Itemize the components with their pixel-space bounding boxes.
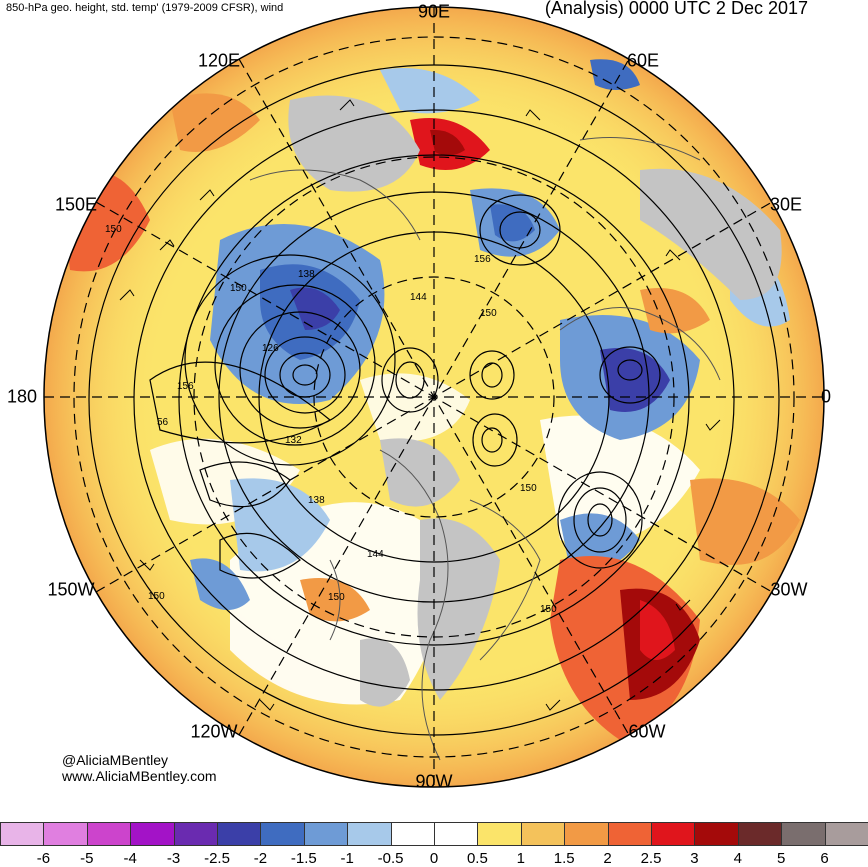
graticule [44,7,824,787]
colorbar-tick-label: 1 [516,850,525,867]
contour-label: 150 [148,591,165,602]
contour-labels: 138 150 156 144 150 126 156 56 132 138 1… [105,224,557,615]
lon-label-90w: 90W [415,771,453,792]
cold-anomaly-core [490,204,535,242]
colorbar-tick-label: -0.5 [377,850,404,867]
colorbar-tick-label: 2.5 [640,850,662,867]
credit-handle: @AliciaMBentley [62,752,169,768]
colorbar-tick-label: -6 [36,850,51,867]
colorbar-swatch [520,822,566,846]
colorbar-swatch [0,822,45,846]
cold-anomaly-core [290,287,340,330]
contour-label: 144 [410,292,427,303]
lon-label-150e: 150E [54,194,98,215]
lon-label-60w: 60W [628,721,666,742]
masked-terrain [640,168,782,300]
warm-anomaly-core [640,600,675,660]
contour-label: 150 [480,308,497,319]
map-title-right: (Analysis) 0000 UTC 2 Dec 2017 [544,0,808,18]
colorbar-swatch [737,822,783,846]
warm-anomaly-core [430,129,465,156]
warm-anomaly [640,288,710,334]
colorbar-tick-label: 2 [603,850,612,867]
colorbar-swatch [43,822,88,846]
neutral-region [540,415,700,544]
map-title-left: 850-hPa geo. height, std. temp' (1979-20… [6,2,284,14]
warm-anomaly [690,478,800,565]
map-border [43,6,825,788]
contour-label: 156 [177,381,194,392]
contour-label: 126 [262,343,279,354]
masked-terrain [417,518,500,700]
contour-label: 150 [328,592,345,603]
colorbar-tick-label: -4 [123,850,137,867]
colorbar-swatch [173,822,218,846]
lon-label-180: 180 [6,386,38,407]
contour-label: 150 [230,283,247,294]
lon-label-150w: 150W [47,579,95,600]
colorbar-tick-label: -5 [80,850,94,867]
colorbar-swatch [217,822,262,846]
lon-label-30e: 30E [769,194,803,215]
colorbar-swatch [607,822,652,846]
colorbar-tick-label: -1 [340,850,354,867]
colorbar-tick-label: 4 [733,850,742,867]
lon-label-120w: 120W [190,721,238,742]
contour-label: 138 [298,269,315,280]
cold-anomaly-core [600,348,670,412]
contour-label: 138 [308,495,325,506]
colorbar-tick-label: 5 [777,850,786,867]
contour-label: 156 [474,254,491,265]
contour-label: 150 [105,224,122,235]
coastlines [249,137,721,761]
colorbar-tick-label: -2.5 [204,850,230,867]
colorbar-tick-label: 1.5 [553,850,575,867]
cold-anomaly [190,558,250,610]
cold-anomaly [590,59,640,90]
map-disk: 138 150 156 144 150 126 156 56 132 138 1… [44,7,824,787]
contour-label: 150 [540,604,557,615]
colorbar-swatch [651,822,696,846]
warm-anomaly [170,93,260,152]
colorbar-tick-label: -1.5 [290,850,317,867]
contour-label: 150 [520,483,537,494]
wind-barbs [119,99,721,711]
colorbar-tick-label: 0.5 [466,850,488,867]
lon-label-120e: 120E [197,50,241,71]
colorbar-tick-label: 6 [820,850,829,867]
warm-anomaly [300,578,370,622]
cold-anomaly [230,478,330,572]
colorbar-tick-label: 0 [429,850,439,867]
contour-label: 144 [367,549,384,560]
colorbar-tick-label: 3 [690,850,699,867]
colorbar-swatch [260,822,305,846]
contour-label: 132 [285,435,302,446]
lon-label-60e: 60E [626,50,660,71]
lon-label-0: 0 [820,386,832,407]
cold-anomaly [380,68,480,114]
colorbar-swatch [824,822,868,846]
credit-website: www.AliciaMBentley.com [62,768,217,784]
colorbar-swatch [390,822,435,846]
colorbar-swatch [477,822,522,846]
contour-label: 56 [157,417,169,428]
masked-terrain [288,95,420,192]
lon-label-30w: 30W [770,579,808,600]
colorbar-swatch [347,822,392,846]
colorbar-tick-label: -2 [253,850,268,867]
colorbar-swatch [694,822,739,846]
colorbar-swatch [564,822,609,846]
colorbar-swatch [781,822,826,846]
colorbar-swatch [130,822,175,846]
lon-label-90e: 90E [417,1,451,22]
masked-terrain [360,638,410,707]
colorbar-swatch [303,822,349,846]
colorbar-tick-label: -3 [166,850,181,867]
colorbar-swatch [86,822,132,846]
colorbar-swatch [434,822,479,846]
